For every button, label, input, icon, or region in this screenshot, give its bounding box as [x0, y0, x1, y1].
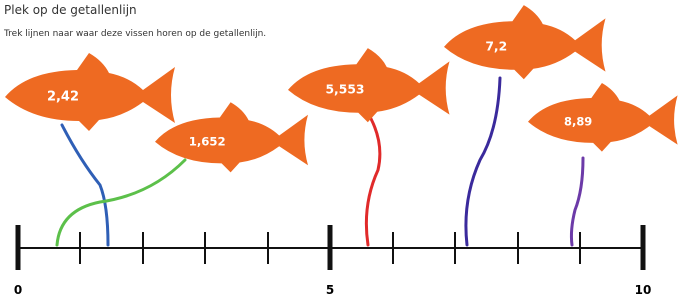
fish: 2,42	[5, 53, 175, 131]
number-line	[18, 225, 643, 270]
fish-label: 8,89	[564, 114, 592, 128]
axis-label: 5	[326, 283, 334, 297]
fish-label: 2,42	[47, 90, 79, 105]
worksheet: Plek op de getallenlijn Trek lijnen naar…	[0, 0, 680, 298]
fish: 1,652	[155, 102, 308, 172]
fish: 5,553	[288, 48, 450, 122]
axis-label: 10	[635, 283, 652, 297]
fish-label: 7,2	[485, 39, 507, 53]
fish: 7,2	[444, 5, 606, 79]
instruction: Trek lijnen naar waar deze vissen horen …	[3, 29, 266, 39]
fish: 8,89	[528, 83, 678, 152]
axis-label: 0	[14, 283, 22, 297]
title: Plek op de getallenlijn	[4, 3, 137, 17]
fish-label: 5,553	[325, 82, 364, 96]
fish-label: 1,652	[189, 134, 226, 148]
